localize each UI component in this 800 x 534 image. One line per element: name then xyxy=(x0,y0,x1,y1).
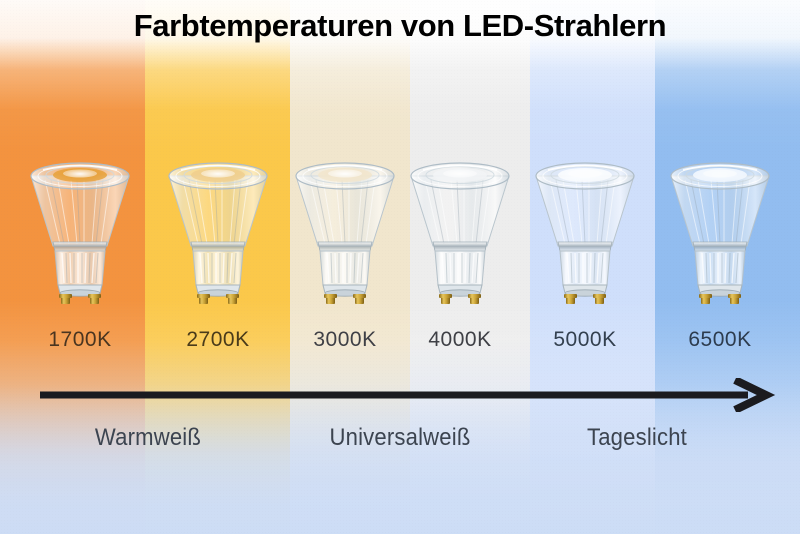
kelvin-label-5000k: 5000K xyxy=(553,328,617,351)
group-label-0: Warmweiß xyxy=(94,424,202,451)
led-spotlight-1700k xyxy=(25,150,135,310)
kelvin-label-6500k: 6500K xyxy=(688,328,752,351)
kelvin-label-2700k: 2700K xyxy=(186,328,250,351)
kelvin-label-4000k: 4000K xyxy=(428,328,492,351)
led-spotlight-3000k xyxy=(290,150,400,310)
led-spotlight-6500k xyxy=(665,150,775,310)
group-label-row: Warmweiß Universalweiß Tageslicht xyxy=(0,424,800,460)
kelvin-label-row: 1700K 2700K 3000K 4000K 5000K 6500K xyxy=(0,328,800,362)
direction-arrow xyxy=(0,376,800,414)
group-label-1: Universalweiß xyxy=(329,424,471,451)
lamp-row xyxy=(0,150,800,310)
led-spotlight-5000k xyxy=(530,150,640,310)
kelvin-label-1700k: 1700K xyxy=(48,328,112,351)
kelvin-label-3000k: 3000K xyxy=(313,328,377,351)
page-title: Farbtemperaturen von LED-Strahlern xyxy=(133,8,667,43)
group-label-2: Tageslicht xyxy=(586,424,688,451)
led-spotlight-2700k xyxy=(163,150,273,310)
led-spotlight-4000k xyxy=(405,150,515,310)
